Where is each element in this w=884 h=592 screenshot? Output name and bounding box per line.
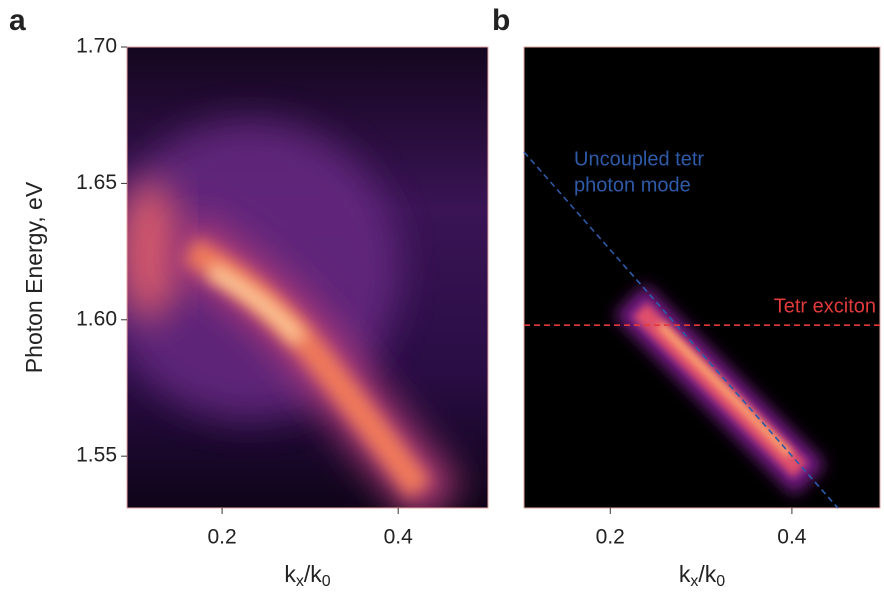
y-tick-label: 1.60 — [76, 307, 117, 330]
y-tick-label: 1.55 — [76, 444, 117, 467]
x-axis-label: kx/k0 — [679, 561, 725, 590]
x-axis-label: kx/k0 — [284, 561, 330, 590]
axes-frame — [126, 46, 489, 509]
x-axis-label-part: k — [679, 561, 691, 587]
x-axis-label-part: 0 — [716, 573, 725, 590]
heatmap-image — [524, 47, 880, 508]
x-axis-label-part: /k — [304, 561, 322, 587]
panel-label: a — [9, 4, 26, 37]
annotation: photon mode — [574, 174, 691, 196]
annotation: Tetr exciton — [774, 296, 876, 318]
x-tick-label: 0.4 — [777, 526, 807, 549]
heatmap-image — [127, 47, 488, 508]
axes-frame — [523, 46, 881, 509]
x-tick-label: 0.2 — [207, 526, 236, 549]
annotation: Uncoupled tetr — [574, 148, 704, 170]
reference-line — [523, 151, 839, 509]
x-axis-label-part: /k — [698, 561, 716, 587]
x-tick-label: 0.2 — [596, 526, 625, 549]
y-tick-label: 1.65 — [76, 171, 117, 194]
x-axis-label-part: k — [284, 561, 296, 587]
x-axis-label-part: x — [690, 573, 698, 590]
y-tick-label: 1.70 — [76, 35, 117, 58]
x-axis-label-part: 0 — [322, 573, 331, 590]
y-axis-label: Photon Energy, eV — [21, 181, 47, 373]
panel-label: b — [492, 4, 510, 37]
x-axis-label-part: x — [296, 573, 304, 590]
x-tick-label: 0.4 — [384, 526, 414, 549]
